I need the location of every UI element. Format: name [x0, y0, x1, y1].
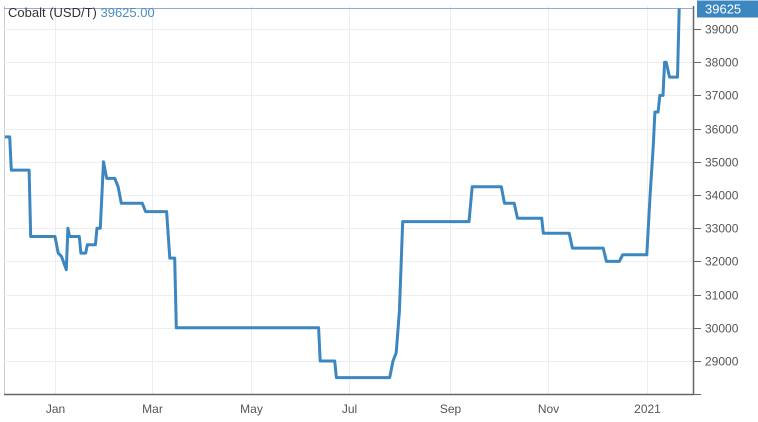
last-value-label: 39625	[705, 2, 741, 17]
y-tick-label: 29000	[705, 355, 739, 369]
x-tick-label: Jul	[342, 402, 357, 416]
y-tick-label: 34000	[705, 189, 739, 203]
series-line	[4, 8, 681, 380]
y-tick-label: 31000	[705, 289, 739, 303]
y-tick-label: 33000	[705, 222, 739, 236]
y-tick-label: 36000	[705, 123, 739, 137]
y-tick-label: 32000	[705, 255, 739, 269]
last-value-badge	[697, 0, 758, 18]
x-tick-label: Nov	[538, 402, 559, 416]
y-tick-label: 39000	[705, 23, 739, 37]
x-tick-label: Sep	[440, 402, 462, 416]
x-tick-label: 2021	[634, 402, 661, 416]
y-tick-label: 30000	[705, 322, 739, 336]
chart-title: Cobalt (USD/T) 39625.00	[8, 5, 155, 20]
y-tick-label: 35000	[705, 156, 739, 170]
y-tick-label: 37000	[705, 89, 739, 103]
x-tick-label: Mar	[142, 402, 163, 416]
x-tick-label: May	[240, 402, 263, 416]
current-value: 39625.00	[100, 5, 155, 20]
x-tick-label: Jan	[46, 402, 65, 416]
chart-title-text: Cobalt (USD/T)	[8, 5, 97, 20]
y-tick-label: 38000	[705, 56, 739, 70]
